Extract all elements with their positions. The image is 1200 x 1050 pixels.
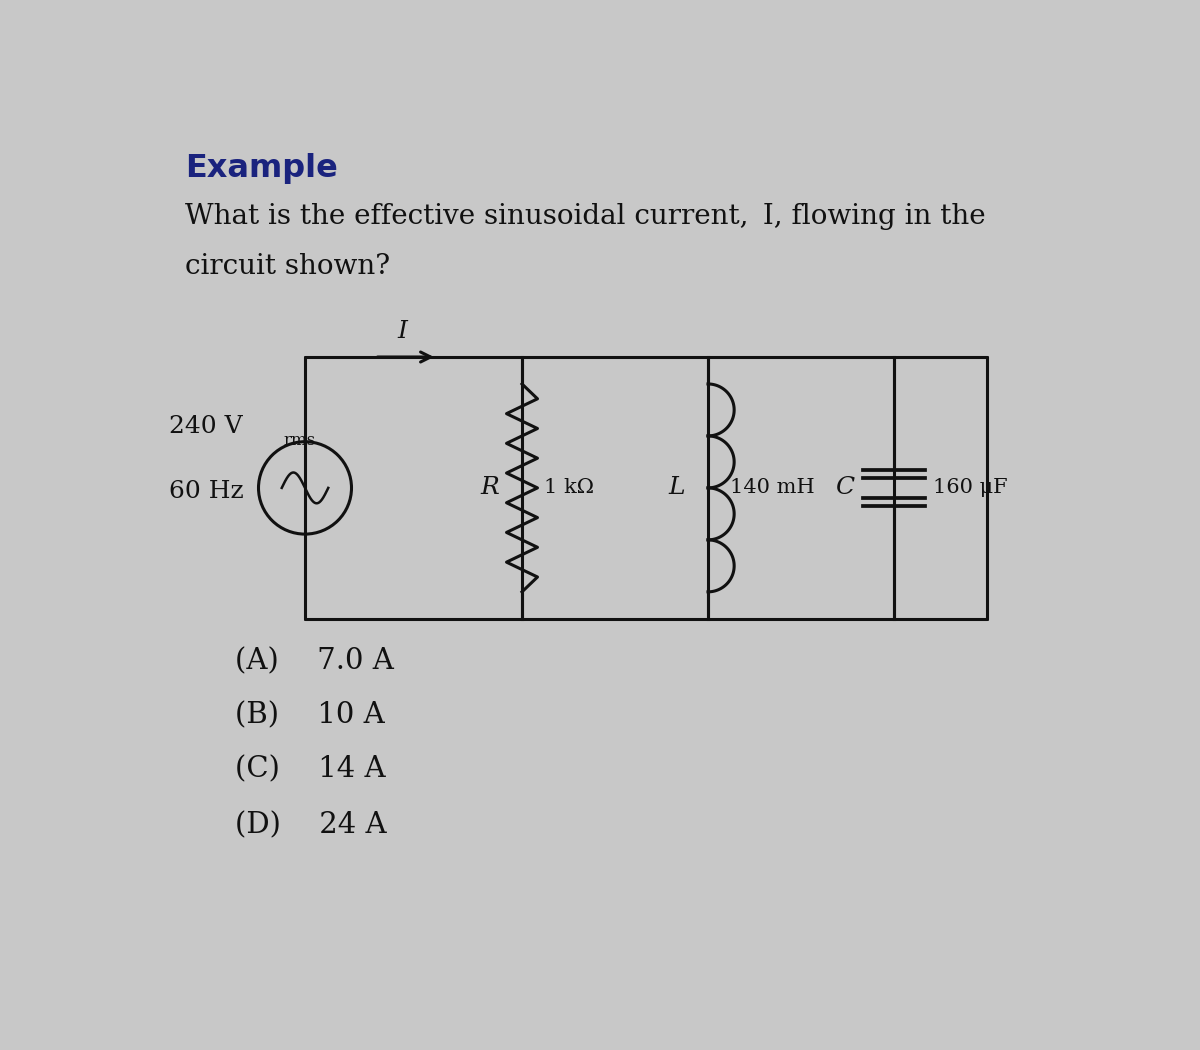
Text: R: R [480, 477, 499, 500]
Text: 1 kΩ: 1 kΩ [544, 479, 594, 498]
Text: (B)  10 A: (B) 10 A [235, 701, 385, 729]
Text: Example: Example [185, 153, 337, 184]
Text: 240 V: 240 V [169, 415, 242, 438]
Text: What is the effective sinusoidal current,  I, flowing in the: What is the effective sinusoidal current… [185, 203, 985, 230]
Text: 140 mH: 140 mH [730, 479, 815, 498]
Text: L: L [668, 477, 685, 500]
Text: (D)  24 A: (D) 24 A [235, 812, 386, 839]
Text: circuit shown?: circuit shown? [185, 253, 390, 280]
Text: 160 μF: 160 μF [932, 479, 1007, 498]
Text: rms: rms [283, 432, 316, 448]
Text: C: C [834, 477, 853, 500]
Text: I: I [397, 320, 407, 343]
Text: (A)  7.0 A: (A) 7.0 A [235, 647, 394, 675]
Text: 60 Hz: 60 Hz [169, 480, 244, 503]
Text: (C)  14 A: (C) 14 A [235, 755, 386, 783]
